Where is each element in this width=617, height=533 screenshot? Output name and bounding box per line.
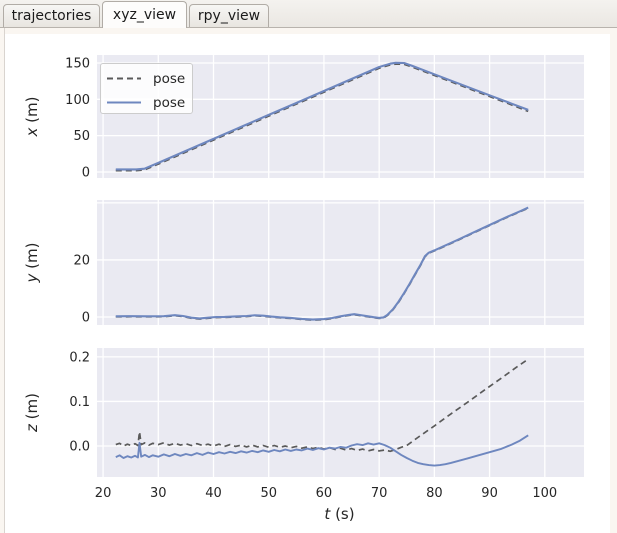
figure-canvas (5, 34, 610, 533)
tab-xyz_view[interactable]: xyz_view (102, 1, 187, 28)
notebook-frame-border (0, 27, 617, 28)
tab-label: rpy_view (197, 8, 261, 24)
tab-trajectories[interactable]: trajectories (3, 4, 100, 28)
tab-bar: trajectories xyz_view rpy_view (0, 0, 617, 28)
tab-rpy_view[interactable]: rpy_view (189, 4, 269, 28)
window-right-border (610, 28, 617, 533)
tab-label: xyz_view (112, 7, 177, 23)
window-left-border (4, 28, 5, 533)
tab-label: trajectories (11, 8, 92, 24)
